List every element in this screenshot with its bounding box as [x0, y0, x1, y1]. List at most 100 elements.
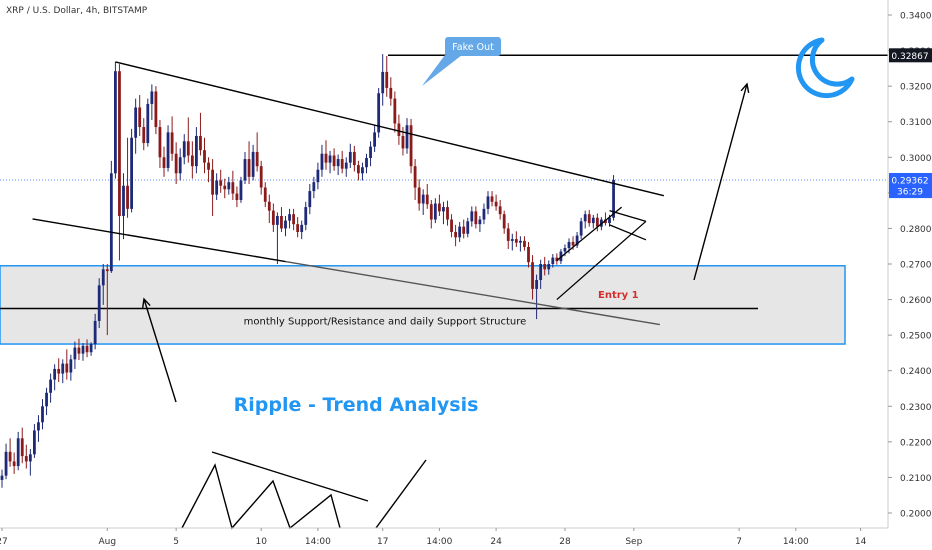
candle-body [4, 451, 8, 476]
candle-body [41, 406, 44, 423]
candle-body [531, 262, 534, 289]
candle-body [190, 155, 194, 167]
candle-body [53, 368, 57, 380]
candle-body [174, 153, 178, 174]
chart-title: XRP / U.S. Dollar, 4h, BITSTAMP [6, 6, 148, 16]
candle-body [324, 153, 328, 163]
candle-body [89, 344, 93, 353]
candle-body [199, 135, 202, 151]
candle-body [365, 157, 368, 168]
candle-body [57, 368, 61, 374]
candle-body [8, 451, 12, 462]
support-zone-layer: monthly Support/Resistance and daily Sup… [0, 265, 846, 345]
candle-body [162, 157, 166, 168]
arrow-up-right-head [740, 82, 750, 93]
candle-body [490, 196, 494, 202]
candle-body [604, 219, 607, 224]
candle-body [227, 182, 231, 190]
flag-lower-line [609, 224, 647, 241]
price-label-text: 0.29362 [891, 176, 928, 186]
candle-body [340, 159, 344, 169]
candle-body [344, 162, 348, 169]
lower-trendline [32, 218, 286, 263]
candle-body [130, 137, 133, 209]
candle-body [591, 217, 595, 224]
time-tick-label: 27 [0, 537, 8, 547]
candle-body [211, 169, 214, 195]
lower-trendline-ext [285, 260, 660, 326]
time-tick-label: 28 [559, 537, 571, 547]
candle-body [587, 214, 591, 224]
candle-body [186, 141, 190, 156]
candle-body [312, 182, 316, 192]
candle-body [146, 103, 150, 144]
candle-body [61, 363, 65, 374]
candle-body [85, 345, 89, 353]
candle-body [502, 214, 506, 229]
callout-text: Fake Out [452, 42, 494, 53]
candle-body [421, 194, 425, 204]
candle-body [608, 217, 611, 224]
candle-body [429, 204, 433, 220]
candle-body [251, 151, 255, 177]
time-tick-label: 14 [855, 537, 867, 547]
candle-body [417, 187, 421, 204]
candle-body [438, 203, 441, 212]
time-tick-label: 14:00 [783, 537, 809, 547]
candle-body [514, 239, 518, 243]
candle-body [316, 169, 320, 183]
candle-body [223, 185, 227, 190]
candle-body [433, 203, 437, 220]
candle-body [215, 180, 219, 195]
candle-body [219, 180, 223, 186]
candle-body [134, 107, 138, 138]
candle-body [166, 132, 170, 168]
candle-body [0, 475, 4, 480]
candle-body [381, 71, 385, 94]
candle-body [280, 215, 283, 229]
candle-body [235, 193, 239, 200]
candle-body [583, 214, 587, 222]
candle-body [142, 127, 146, 144]
drawings-layer: Fake Out Entry 1 Ripple - Trend Analysis [32, 37, 888, 530]
candle-body [118, 71, 121, 216]
candle-body [389, 87, 393, 99]
candle-body [348, 151, 352, 163]
time-tick-label: 24 [490, 537, 502, 547]
candle-body [405, 125, 409, 149]
candle-body [425, 194, 429, 205]
time-tick-label: 14:00 [426, 537, 452, 547]
candle-body [296, 224, 300, 232]
candle-body [458, 226, 462, 238]
callout-pointer [422, 55, 462, 86]
candle-body [271, 210, 275, 225]
candle-body [328, 155, 332, 163]
candle-body [97, 285, 101, 321]
candle-body [450, 219, 453, 232]
candle-body [571, 241, 575, 246]
price-label-box [889, 48, 932, 63]
sketch-breakout-line [375, 459, 427, 529]
price-label-text: 36:29 [897, 188, 923, 198]
candle-body [466, 221, 470, 234]
candle-body [535, 280, 538, 289]
candle-body [397, 123, 401, 136]
candle-body [555, 257, 559, 262]
candle-body [276, 215, 279, 225]
candle-body [239, 180, 243, 200]
candles-layer [0, 54, 615, 488]
candle-body [320, 153, 324, 170]
candle-body [409, 125, 413, 167]
candle-body [24, 456, 28, 462]
candle-body [126, 185, 129, 209]
time-tick-label: 7 [736, 537, 742, 547]
candle-body [247, 159, 251, 177]
candle-body [109, 173, 113, 272]
